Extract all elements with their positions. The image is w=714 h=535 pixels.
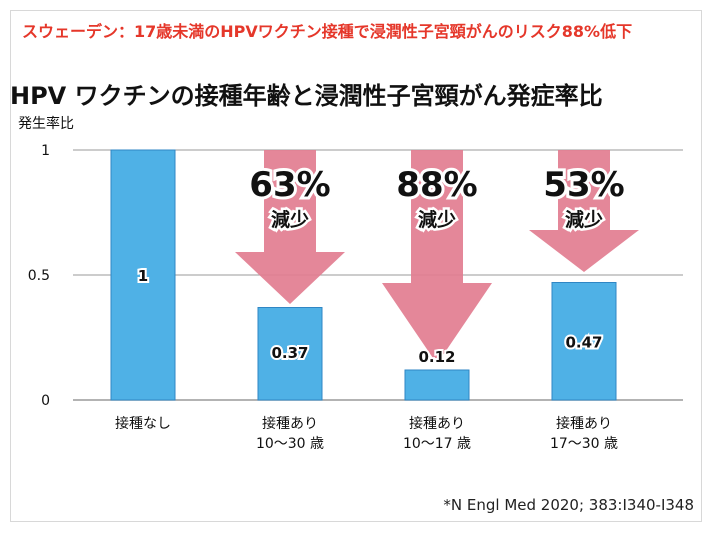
y-axis-label: 発生率比: [18, 115, 74, 132]
x-tick-label: 17〜30 歳: [550, 436, 618, 452]
bar: [551, 282, 617, 401]
data-label: 0.47: [565, 333, 602, 351]
reduction-percent: 63%: [249, 165, 330, 205]
bar: [404, 369, 470, 401]
data-label: 1: [138, 267, 148, 285]
y-tick-label: 1: [41, 143, 50, 159]
x-tick-label: 10〜30 歳: [256, 436, 324, 452]
reduction-percent: 88%: [396, 165, 477, 205]
x-tick-label: 接種あり: [556, 415, 612, 432]
reduction-percent: 53%: [543, 165, 624, 205]
reduction-label: 減少: [418, 208, 456, 231]
headline: スウェーデン：17歳未満のHPVワクチン接種で浸潤性子宮頸がんのリスク88%低下: [22, 22, 633, 41]
data-label: 0.12: [418, 348, 455, 366]
data-label: 0.37: [271, 344, 308, 362]
y-tick-label: 0: [41, 393, 50, 409]
reduction-label: 減少: [565, 208, 603, 231]
bar: [257, 307, 323, 401]
chart-title: HPV ワクチンの接種年齢と浸潤性子宮頸がん発症率比: [10, 82, 603, 110]
reduction-label: 減少: [271, 208, 309, 231]
reduction-arrow: [529, 150, 639, 272]
reduction-arrow: [235, 150, 345, 304]
y-tick-label: 0.5: [28, 268, 50, 284]
source-citation: *N Engl Med 2020; 383:I340-I348: [443, 496, 694, 514]
reduction-arrow: [382, 150, 492, 364]
bar: [110, 149, 176, 401]
x-tick-label: 接種なし: [115, 415, 171, 432]
x-tick-label: 接種あり: [409, 415, 465, 432]
x-tick-label: 10〜17 歳: [403, 436, 471, 452]
x-tick-label: 接種あり: [262, 415, 318, 432]
